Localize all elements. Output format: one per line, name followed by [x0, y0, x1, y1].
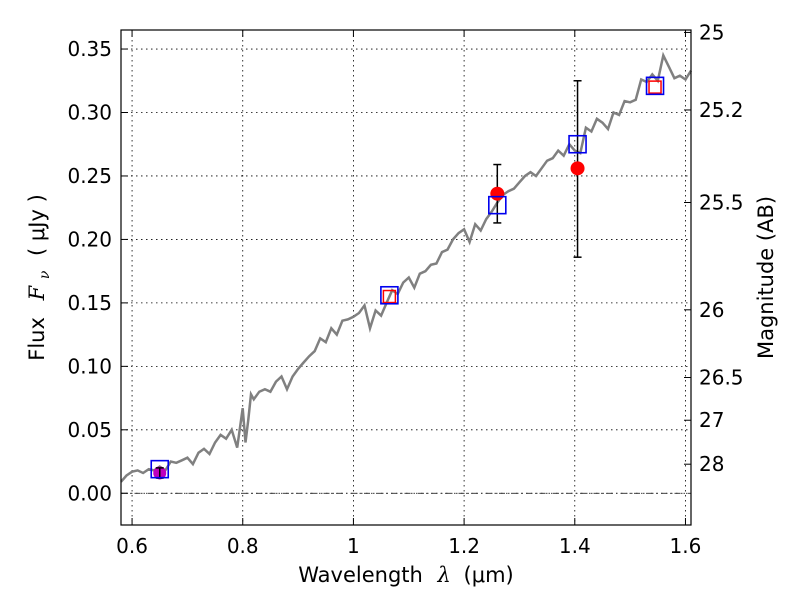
axis-ticks: 0.6 0.8 1 1.2 1.4 1.6 0.00 0.05 0.10 0.15 0.20 0.25… — [67, 20, 743, 558]
y-tick-label: 0.15 — [67, 291, 112, 315]
y-tick-label: 0.25 — [67, 164, 112, 188]
model-photometry-square — [488, 195, 507, 215]
magnitude-tick-label: 27 — [699, 408, 724, 432]
model-photometry-square — [645, 76, 665, 96]
x-tick-label: 1.6 — [670, 534, 702, 558]
y-tick-label: 0.35 — [67, 37, 112, 61]
y-tick-label: 0.30 — [67, 101, 112, 125]
observed-photometry-point — [570, 161, 585, 176]
synthetic-photometry-square — [382, 289, 397, 304]
x-tick-label: 1.2 — [448, 534, 480, 558]
x-axis-label-text: Wavelength — [298, 563, 423, 587]
x-tick-label: 0.8 — [227, 534, 259, 558]
y-tick-label: 0.00 — [67, 481, 112, 505]
x-axis-label-symbol: λ — [437, 563, 451, 587]
data-marks — [150, 76, 665, 480]
y-tick-label: 0.05 — [67, 418, 112, 442]
y-axis-label-text: Flux — [25, 317, 49, 361]
observed-photometry-point — [490, 186, 505, 201]
magnitude-tick-label: 25.5 — [699, 191, 744, 215]
magnitude-tick-label: 25.2 — [699, 98, 744, 122]
y-axis-label-symbol: F — [25, 284, 49, 301]
model-photometry-square — [380, 285, 399, 305]
magnitude-tick-label: 28 — [699, 452, 724, 476]
x-axis-label-unit: (μm) — [464, 563, 514, 587]
x-axis-label: Wavelength λ (μm) — [298, 563, 513, 587]
x-tick-label: 1 — [347, 534, 360, 558]
magnitude-tick-label: 25 — [699, 20, 724, 44]
magnitude-axis-label: Magnitude (AB) — [754, 196, 778, 359]
y-tick-label: 0.10 — [67, 354, 112, 378]
y-axis-label-subscript: ν — [37, 270, 53, 279]
y-axis-label: Flux F ν ( μJy ) — [25, 194, 54, 361]
synthetic-photometry-square — [648, 80, 662, 94]
model-photometry-square — [568, 134, 587, 154]
x-tick-label: 0.6 — [116, 534, 148, 558]
x-tick-label: 1.4 — [559, 534, 591, 558]
model-spectrum-line — [120, 51, 693, 483]
magnitude-tick-label: 26.5 — [699, 366, 744, 390]
magnitude-tick-label: 26 — [699, 298, 724, 322]
y-axis-label-unit: ( μJy ) — [25, 194, 49, 256]
y-tick-label: 0.20 — [67, 227, 112, 251]
plot-frame — [120, 29, 692, 526]
model-photometry-square — [150, 459, 170, 479]
grid-layer — [121, 30, 691, 525]
